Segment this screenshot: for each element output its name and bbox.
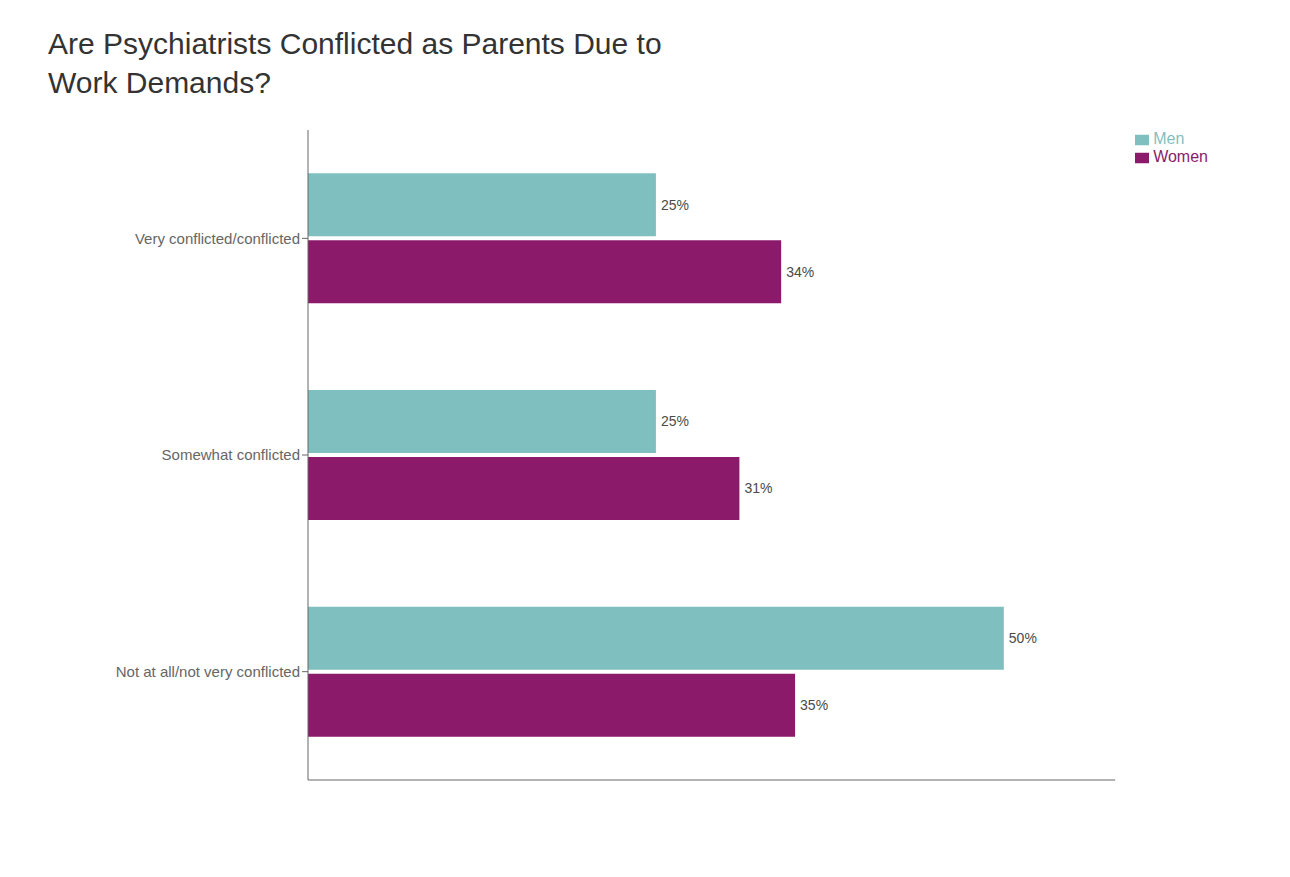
- html-text:Work Demands?: Work Demands?: [48, 66, 271, 99]
- svg-text:25%: 25%: [661, 197, 689, 213]
- svg-text:25%: 25%: [661, 413, 689, 429]
- html-text:Women: Women: [1153, 148, 1208, 165]
- svg-text:50%: 50%: [1009, 630, 1037, 646]
- html-text:Are Psychiatrists Conflicted a: Are Psychiatrists Conflicted as Parents …: [48, 27, 662, 60]
- svg-text:35%: 35%: [800, 697, 828, 713]
- svg-text:31%: 31%: [744, 480, 772, 496]
- svg-text:Somewhat conflicted: Somewhat conflicted: [162, 446, 300, 463]
- html-text:Men: Men: [1153, 130, 1185, 147]
- svg-text:Not at all/not very conflicted: Not at all/not very conflicted: [116, 663, 300, 680]
- svg-text:34%: 34%: [786, 264, 814, 280]
- svg-text:Very conflicted/conflicted: Very conflicted/conflicted: [135, 230, 300, 247]
